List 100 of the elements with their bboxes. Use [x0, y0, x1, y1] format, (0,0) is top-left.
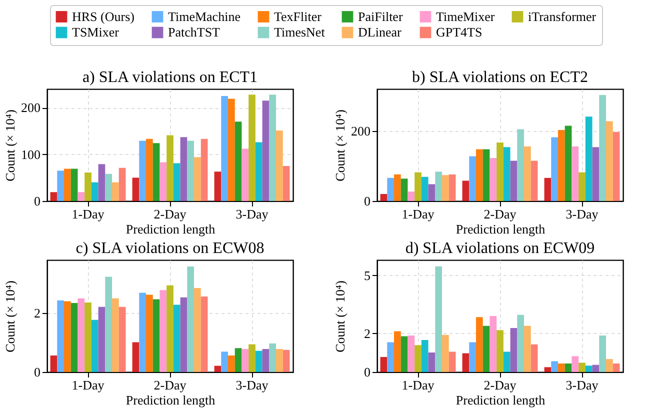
- bar: [173, 163, 180, 201]
- bar: [435, 172, 442, 201]
- legend-label: TimeMixer: [436, 8, 495, 24]
- bar: [255, 350, 262, 372]
- bar: [421, 176, 428, 201]
- bar: [180, 137, 188, 201]
- bar: [435, 266, 442, 372]
- bar: [524, 146, 531, 201]
- legend-label: HRS (Ours): [72, 8, 134, 24]
- legend-label: PaiFilter: [358, 8, 403, 24]
- bar: [462, 353, 470, 372]
- bar: [84, 172, 92, 201]
- x-tick-label: 1-Day: [72, 206, 105, 222]
- bar: [578, 362, 586, 372]
- bar: [469, 342, 476, 372]
- x-tick-label: 2-Day: [154, 378, 187, 392]
- bar: [380, 356, 388, 372]
- bar: [98, 306, 106, 372]
- legend-label: GPT4TS: [436, 24, 482, 40]
- y-tick-label: 0: [364, 194, 370, 208]
- y-tick-label: 0: [364, 364, 370, 380]
- legend-label: PatchTST: [168, 24, 220, 40]
- bar: [64, 301, 71, 372]
- bar: [98, 164, 106, 201]
- bar: [558, 130, 565, 201]
- bar: [524, 326, 531, 372]
- legend-label: DLinear: [358, 24, 402, 40]
- x-axis-title: Prediction length: [126, 222, 216, 236]
- bar: [510, 160, 518, 201]
- x-tick-label: 2-Day: [484, 378, 517, 392]
- chart-title: c) SLA violations on ECW08: [76, 240, 264, 257]
- bar: [228, 98, 235, 201]
- bar: [380, 194, 388, 201]
- bar: [132, 342, 140, 372]
- bar: [70, 168, 78, 201]
- bar: [612, 132, 620, 201]
- x-tick-label: 3-Day: [566, 206, 599, 222]
- bar: [78, 192, 85, 201]
- bar: [400, 336, 408, 372]
- bar: [276, 130, 283, 201]
- bar: [187, 140, 194, 201]
- bar: [462, 180, 470, 201]
- x-axis-title: Prediction length: [126, 392, 216, 408]
- bar: [585, 366, 592, 372]
- bar: [146, 138, 153, 201]
- bar: [490, 316, 497, 372]
- y-tick-label: 5: [364, 268, 370, 283]
- bar: [414, 172, 422, 201]
- bar: [448, 174, 456, 201]
- bar: [139, 140, 146, 201]
- bar: [585, 116, 592, 201]
- bar: [612, 364, 620, 372]
- y-tick-label: 100: [21, 146, 40, 162]
- x-axis-title: Prediction length: [456, 392, 546, 408]
- bar: [448, 352, 456, 372]
- bar: [564, 364, 572, 372]
- bar: [173, 304, 180, 372]
- bar: [482, 326, 490, 372]
- bar: [428, 352, 436, 372]
- bar: [394, 331, 401, 372]
- bar: [530, 344, 538, 372]
- bar: [599, 94, 606, 201]
- bar: [160, 290, 167, 372]
- bar: [187, 266, 194, 372]
- bar: [248, 94, 256, 201]
- y-tick-label: 0: [34, 194, 40, 208]
- y-tick-label: 200: [21, 100, 40, 116]
- bar: [442, 175, 449, 201]
- y-axis-title: Count (× 10⁴): [2, 280, 18, 352]
- bar: [84, 302, 92, 372]
- bar: [414, 345, 422, 372]
- bar: [146, 294, 153, 372]
- bar: [78, 298, 85, 372]
- chart-title: a) SLA violations on ECT1: [82, 69, 258, 86]
- y-tick-label: 200: [351, 124, 370, 138]
- bar: [517, 314, 524, 372]
- bar: [578, 172, 586, 201]
- bar: [105, 276, 112, 372]
- bar: [282, 166, 290, 201]
- bar: [248, 344, 256, 372]
- legend-label: TimeMachine: [168, 8, 240, 24]
- x-axis-title: Prediction length: [456, 222, 546, 236]
- bar: [421, 340, 428, 372]
- bar: [228, 355, 235, 372]
- bar: [503, 352, 510, 372]
- chart-title: d) SLA violations on ECW09: [405, 240, 595, 257]
- bar: [442, 334, 449, 372]
- bar: [200, 296, 208, 372]
- bar: [606, 359, 613, 372]
- bar: [269, 343, 276, 372]
- x-tick-label: 2-Day: [154, 206, 187, 222]
- bar: [544, 367, 552, 372]
- bar: [57, 300, 64, 372]
- bar: [572, 356, 579, 372]
- bar: [166, 135, 174, 201]
- bar: [152, 299, 160, 372]
- bar: [50, 192, 58, 201]
- x-tick-label: 1-Day: [402, 206, 435, 222]
- bar: [242, 148, 249, 201]
- bar: [194, 288, 201, 372]
